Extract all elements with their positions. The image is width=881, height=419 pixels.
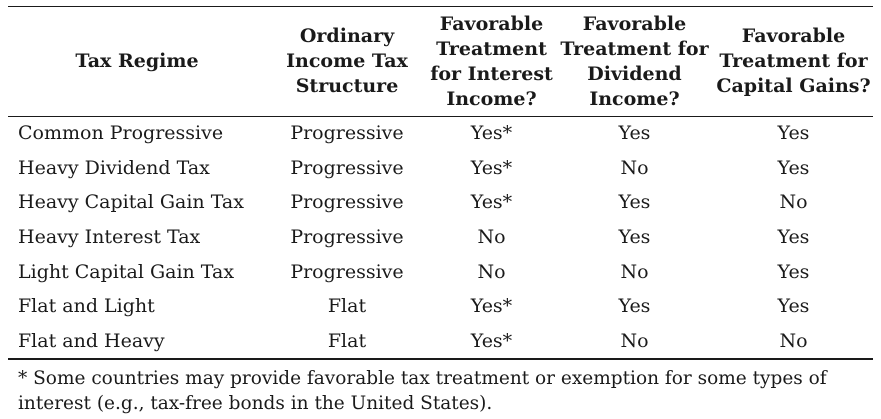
table-row: Heavy Dividend Tax Progressive Yes* No Y… [8, 151, 873, 186]
table-header-rule [8, 116, 873, 117]
cell-interest-income: Yes* [470, 122, 513, 145]
header-tax-regime: Tax Regime [75, 50, 199, 72]
cell-dividend-income: No [620, 156, 649, 179]
cell-tax-regime: Flat and Heavy [18, 329, 165, 352]
table-header-row: Tax Regime Ordinary Income Tax Structure… [8, 7, 873, 116]
table-bottom-rule [8, 358, 873, 360]
cell-dividend-income: Yes [618, 226, 651, 249]
cell-capital-gains: Yes [777, 260, 810, 283]
cell-capital-gains: No [779, 191, 808, 214]
cell-interest-income: No [477, 260, 506, 283]
header-dividend-income: Favorable Treatment for Dividend Income? [560, 12, 709, 110]
cell-income-tax-structure: Progressive [290, 156, 404, 179]
cell-interest-income: Yes* [470, 191, 513, 214]
cell-dividend-income: No [620, 260, 649, 283]
header-income-tax-structure: Ordinary Income Tax Structure [286, 25, 408, 97]
cell-interest-income: Yes* [470, 329, 513, 352]
cell-capital-gains: Yes [777, 226, 810, 249]
cell-tax-regime: Heavy Capital Gain Tax [18, 191, 244, 214]
cell-interest-income: Yes* [470, 156, 513, 179]
cell-tax-regime: Light Capital Gain Tax [18, 260, 235, 283]
cell-dividend-income: Yes [618, 122, 651, 145]
table-row: Heavy Interest Tax Progressive No Yes Ye… [8, 220, 873, 255]
table-row: Light Capital Gain Tax Progressive No No… [8, 254, 873, 289]
cell-tax-regime: Flat and Light [18, 295, 155, 318]
table-row: Common Progressive Progressive Yes* Yes … [8, 116, 873, 151]
cell-dividend-income: Yes [618, 191, 651, 214]
cell-income-tax-structure: Flat [327, 329, 367, 352]
cell-dividend-income: No [620, 329, 649, 352]
cell-income-tax-structure: Progressive [290, 260, 404, 283]
tax-regime-table: Tax Regime Ordinary Income Tax Structure… [8, 7, 873, 358]
cell-income-tax-structure: Flat [327, 295, 367, 318]
cell-interest-income: Yes* [470, 295, 513, 318]
cell-tax-regime: Heavy Interest Tax [18, 226, 201, 249]
cell-tax-regime: Heavy Dividend Tax [18, 156, 210, 179]
cell-capital-gains: No [779, 329, 808, 352]
cell-tax-regime: Common Progressive [18, 122, 224, 145]
table-row: Heavy Capital Gain Tax Progressive Yes* … [8, 185, 873, 220]
cell-income-tax-structure: Progressive [290, 191, 404, 214]
table-row: Flat and Light Flat Yes* Yes Yes [8, 289, 873, 324]
cell-interest-income: No [477, 226, 506, 249]
header-capital-gains: Favorable Treatment for Capital Gains? [716, 25, 871, 97]
cell-capital-gains: Yes [777, 156, 810, 179]
cell-capital-gains: Yes [777, 122, 810, 145]
header-interest-income: Favorable Treatment for Interest Income? [430, 12, 553, 110]
cell-income-tax-structure: Progressive [290, 122, 404, 145]
cell-income-tax-structure: Progressive [290, 226, 404, 249]
table-top-rule [8, 6, 873, 7]
table-footnote: * Some countries may provide favorable t… [18, 368, 827, 414]
table-row: Flat and Heavy Flat Yes* No No [8, 324, 873, 359]
cell-dividend-income: Yes [618, 295, 651, 318]
cell-capital-gains: Yes [777, 295, 810, 318]
